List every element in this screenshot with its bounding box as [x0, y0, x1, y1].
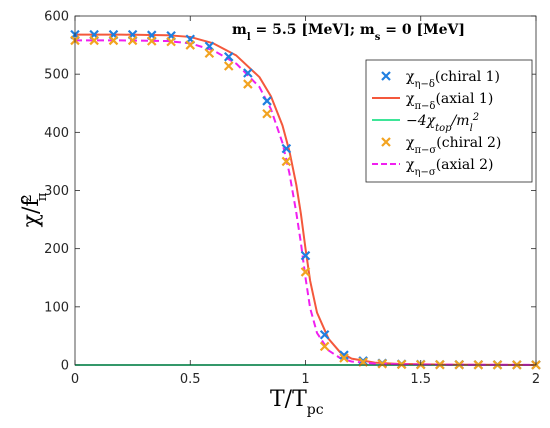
data-point: [300, 267, 311, 277]
data-point: [262, 96, 272, 106]
x-tick-label: 1.5: [410, 372, 431, 387]
x-tick-label: 2: [532, 372, 540, 387]
data-point: [262, 108, 272, 119]
y-tick-label: 200: [44, 242, 69, 257]
x-tick-label: 1: [301, 372, 309, 387]
legend-entry-0: χη−δ(chiral 1): [381, 69, 500, 90]
legend-label: χη−σ(axial 2): [406, 157, 494, 178]
data-point: [319, 329, 330, 340]
legend-label: −4χtop/ml2: [406, 112, 479, 134]
data-point: [204, 48, 215, 59]
data-point: [223, 61, 234, 71]
data-point: [281, 156, 292, 167]
data-point: [185, 40, 196, 50]
data-point: [223, 51, 234, 62]
legend-label: χη−δ(chiral 1): [406, 69, 500, 90]
legend-entry-4: χη−σ(axial 2): [372, 157, 494, 178]
x-axis-title: T/Tpc: [270, 387, 324, 418]
data-point: [300, 250, 311, 261]
data-point: [204, 41, 215, 52]
data-point: [243, 79, 253, 89]
y-tick-label: 600: [44, 10, 69, 25]
data-point: [243, 68, 253, 78]
legend-label: χπ−δ(axial 1): [406, 91, 493, 112]
legend: χη−δ(chiral 1)χπ−δ(axial 1)−4χtop/ml2χπ−…: [365, 59, 533, 183]
y-tick-label: 500: [44, 68, 69, 83]
series-3: [70, 35, 541, 370]
data-point: [127, 35, 138, 46]
legend-entry-3: χπ−σ(chiral 2): [381, 135, 501, 156]
data-point: [166, 36, 176, 47]
data-point: [146, 36, 157, 46]
data-point: [319, 341, 330, 352]
legend-marker: [381, 71, 391, 81]
x-tick-label: 0.5: [180, 372, 201, 387]
data-point: [89, 35, 99, 46]
data-point: [108, 35, 119, 46]
data-point: [339, 353, 349, 363]
data-point: [396, 359, 407, 370]
data-point: [339, 350, 349, 360]
y-axis-title: χ/f2π: [19, 192, 50, 227]
x-tick-label: 0: [71, 372, 79, 387]
data-point: [281, 143, 292, 154]
data-point: [377, 359, 388, 369]
legend-label: χπ−σ(chiral 2): [406, 135, 501, 156]
annotation: ml = 5.5 [MeV]; ms = 0 [MeV]: [232, 22, 465, 43]
legend-marker: [381, 137, 391, 147]
legend-entry-2: −4χtop/ml2: [372, 112, 479, 134]
y-tick-label: 0: [61, 359, 69, 374]
y-tick-label: 400: [44, 126, 69, 141]
legend-entry-1: χπ−δ(axial 1): [372, 91, 493, 112]
ticks: 0 0.5 1 1.5 2 0 100 200 300 400 500 600: [44, 10, 540, 388]
y-tick-label: 100: [44, 300, 69, 315]
y-tick-label: 300: [44, 184, 69, 199]
